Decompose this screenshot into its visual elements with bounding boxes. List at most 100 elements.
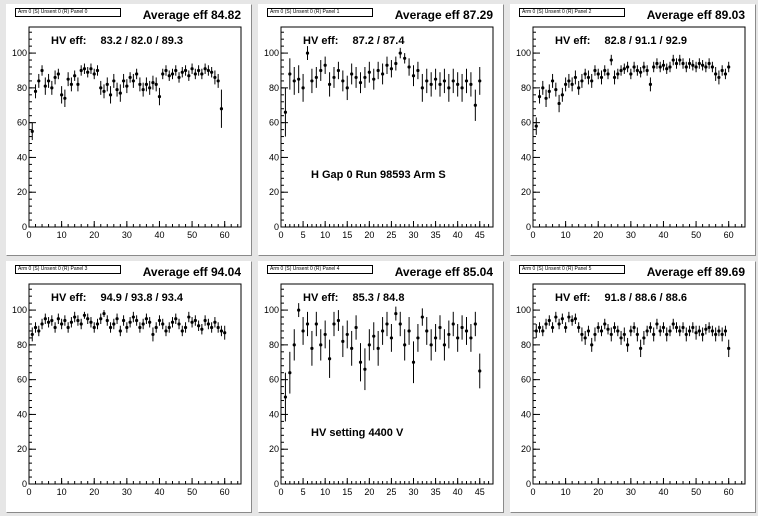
data-point: [720, 68, 724, 73]
data-point: [363, 75, 367, 80]
data-point: [557, 322, 561, 326]
data-point: [367, 343, 371, 347]
y-tick-label: 60: [521, 375, 531, 385]
data-point: [544, 322, 548, 326]
plot-frame: [532, 283, 746, 485]
data-point: [586, 75, 591, 80]
data-point: [567, 315, 571, 319]
data-point: [622, 67, 626, 71]
data-point: [473, 103, 477, 107]
data-point: [63, 96, 67, 100]
data-point: [394, 61, 398, 66]
data-point: [460, 86, 464, 90]
data-point: [99, 317, 103, 321]
x-tick-label: 20: [89, 487, 99, 497]
data-point: [537, 94, 542, 99]
hv-eff-label: HV eff:: [51, 35, 87, 47]
data-point: [151, 332, 155, 337]
data-point: [105, 82, 109, 86]
data-point: [319, 343, 323, 347]
plot-frame: [532, 26, 746, 228]
data-point: [674, 325, 679, 330]
y-tick-label: 20: [17, 444, 27, 454]
x-tick-label: 20: [364, 230, 374, 240]
data-point: [648, 325, 653, 330]
data-point: [327, 357, 332, 361]
data-point: [612, 325, 617, 330]
chart-svg-1: 0 5 10 15 20 25 30 35 40 45 0 20 40 60 80 100: [264, 26, 494, 240]
data-point: [619, 68, 623, 73]
data-point: [141, 322, 145, 326]
hv-eff-label: HV eff:: [555, 292, 591, 304]
x-tick-label: 15: [342, 487, 352, 497]
data-point: [590, 343, 594, 347]
y-tick-label: 80: [17, 340, 27, 350]
hv-eff-values: 94.9 / 93.8 / 93.4: [100, 292, 184, 304]
panel-title-box: Arm 0 (S) Unsent 0 (R) Panel 3: [15, 265, 121, 274]
x-tick-label: 50: [691, 230, 701, 240]
data-point: [684, 332, 688, 337]
x-tick-label: 30: [626, 230, 636, 240]
data-point: [655, 322, 659, 326]
data-point: [622, 332, 626, 337]
data-point: [350, 346, 354, 350]
data-point: [438, 325, 442, 330]
data-point: [177, 322, 181, 326]
y-tick-label: 60: [269, 375, 279, 385]
data-point: [697, 61, 701, 66]
data-point: [112, 322, 116, 326]
y-tick-label: 40: [269, 152, 279, 162]
y-tick-label: 40: [269, 409, 279, 419]
data-point: [564, 82, 568, 86]
data-point: [144, 317, 149, 321]
x-tick-label: 20: [593, 230, 603, 240]
y-tick-label: 0: [274, 222, 279, 232]
y-tick-label: 40: [17, 152, 27, 162]
data-point: [206, 322, 210, 326]
x-tick-label: 10: [57, 230, 67, 240]
data-point: [167, 325, 171, 330]
data-point: [678, 329, 682, 333]
data-point: [687, 61, 692, 66]
data-point: [456, 336, 460, 340]
data-point: [674, 61, 679, 66]
average-eff-value: 85.04: [462, 265, 493, 279]
y-tick-label: 100: [264, 305, 279, 315]
data-point: [336, 68, 341, 73]
data-point: [550, 325, 555, 330]
data-point: [425, 329, 429, 333]
data-point: [213, 320, 217, 324]
data-point: [648, 82, 653, 86]
data-point: [193, 72, 197, 76]
average-eff-value: 94.04: [210, 265, 241, 279]
data-point: [671, 322, 675, 326]
data-point: [429, 82, 433, 86]
data-point: [655, 61, 659, 66]
data-point: [403, 56, 407, 60]
data-point: [37, 79, 41, 83]
average-eff-label: Average eff: [646, 265, 712, 279]
data-point: [635, 68, 639, 73]
data-point: [187, 315, 191, 319]
data-point: [380, 329, 385, 333]
data-point: [125, 325, 129, 330]
x-tick-label: 40: [658, 487, 668, 497]
average-eff-value: 89.03: [714, 8, 745, 22]
data-point: [596, 325, 600, 330]
data-point: [108, 93, 113, 97]
data-point: [681, 61, 685, 66]
x-tick-label: 35: [431, 230, 441, 240]
data-point: [170, 320, 175, 324]
data-point: [180, 70, 184, 74]
data-point: [714, 332, 718, 337]
data-point: [69, 320, 73, 324]
data-point: [642, 336, 646, 340]
average-eff-value: 84.82: [210, 8, 241, 22]
chart-svg-0: 0 10 20 30 40 50 60 0 20 40 60 80 100: [12, 26, 242, 240]
data-point: [652, 332, 656, 337]
data-point: [46, 79, 51, 83]
chart-panel-0: 0 10 20 30 40 50 60 0 20 40 60 80 100 Arm 0 (S) Unse…: [6, 4, 252, 256]
average-eff-value: 87.29: [462, 8, 493, 22]
data-point: [394, 311, 398, 316]
data-point: [606, 327, 610, 331]
